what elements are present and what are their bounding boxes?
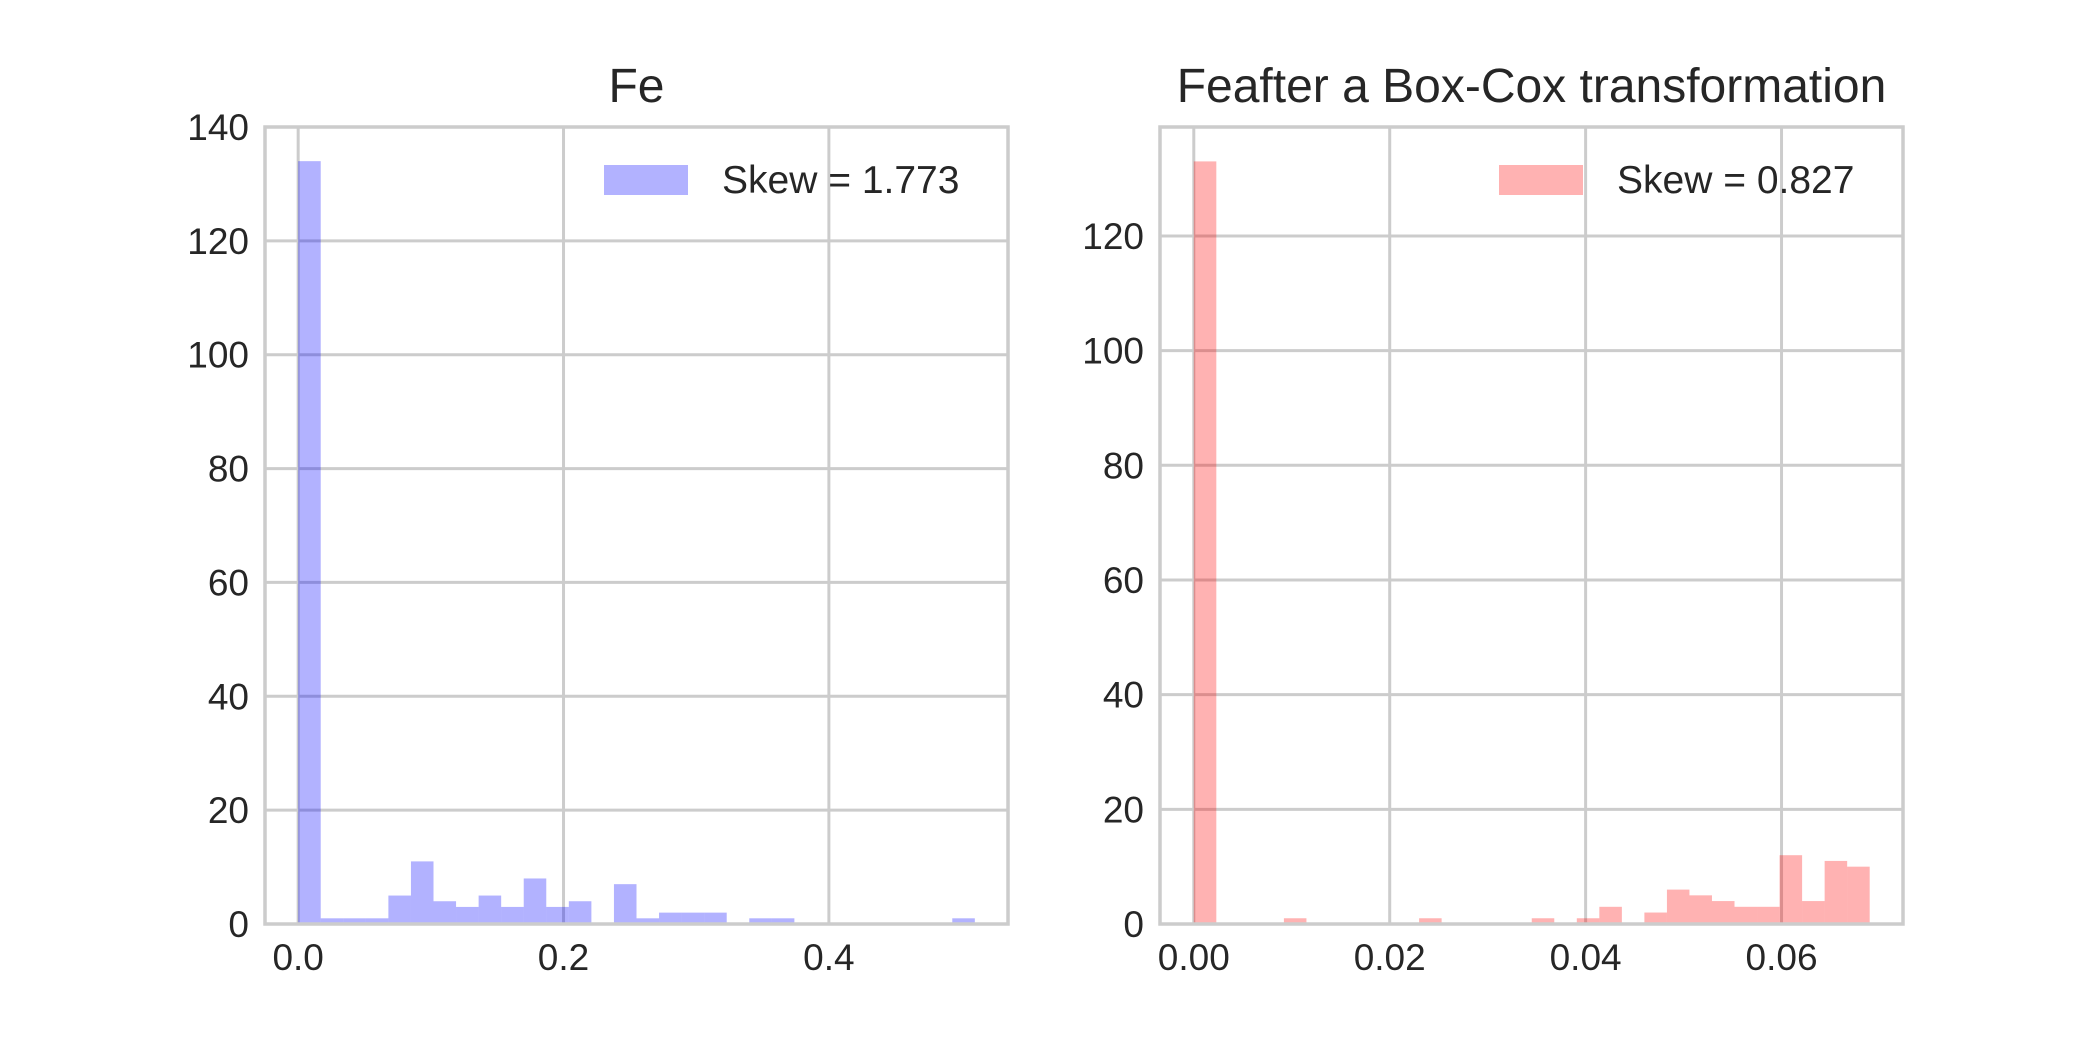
plot-area [265, 127, 1008, 924]
histogram-bar [1734, 906, 1758, 924]
chart-panel-1: 0.0 0.2 0.4 0 20 40 60 80 100 120 140 Fe Skew = 1.77… [187, 60, 1010, 978]
chart-title: Feafter a Box-Cox transformation [1177, 60, 1887, 113]
histogram-bar [1576, 918, 1600, 924]
histogram-bar [1193, 161, 1217, 924]
x-tick-label: 0.04 [1550, 937, 1622, 978]
y-tick-label: 40 [1103, 675, 1144, 716]
histogram-bar [749, 918, 772, 924]
y-tick-label: 120 [187, 221, 249, 262]
histogram-bar [704, 912, 727, 924]
plot-area [1160, 127, 1903, 924]
legend-swatch [604, 165, 688, 195]
y-tick-label: 0 [228, 904, 249, 945]
x-tick-label: 0.02 [1354, 937, 1426, 978]
histogram-bar [1689, 895, 1712, 924]
histogram-bar [1666, 889, 1690, 924]
histogram-bar [952, 918, 975, 924]
histogram-bar [343, 918, 366, 924]
y-tick-label: 80 [1103, 445, 1144, 486]
histogram-bar [681, 912, 705, 924]
histogram-bar [1779, 855, 1803, 924]
chart-panel-2: 0.00 0.02 0.04 0.06 0 20 40 60 80 100 120 Feafter a… [1082, 60, 1905, 978]
y-tick-label: 60 [208, 562, 249, 603]
histogram-bar [523, 878, 547, 924]
histogram-bar [410, 861, 434, 924]
histogram-bar [456, 906, 479, 924]
histogram-bar [1757, 906, 1780, 924]
y-tick-label: 0 [1123, 904, 1144, 945]
histogram-bar [298, 161, 321, 924]
histogram-bar [1847, 866, 1870, 924]
histogram-bar [659, 912, 682, 924]
plot-frame [1158, 125, 1905, 926]
legend-swatch [1499, 165, 1583, 195]
x-tick-label: 0.4 [803, 937, 854, 978]
histogram-bar [501, 906, 524, 924]
y-tick-label: 140 [187, 107, 249, 148]
legend-label: Skew = 0.827 [1617, 159, 1854, 202]
y-tick-label: 60 [1103, 560, 1144, 601]
histogram-bar [1802, 901, 1825, 924]
y-tick-label: 40 [208, 676, 249, 717]
plot-frame [263, 125, 1010, 926]
histogram-bar [365, 918, 389, 924]
y-tick-label: 100 [1082, 331, 1144, 372]
histogram-bar [1531, 918, 1555, 924]
histogram-bar [1599, 906, 1622, 924]
y-tick-label: 100 [187, 335, 249, 376]
histogram-bar [433, 901, 457, 924]
x-tick-label: 0.00 [1158, 937, 1230, 978]
chart-title: Fe [608, 60, 664, 113]
histogram-bar [568, 901, 592, 924]
histogram-bar [771, 918, 795, 924]
histogram-bar [1419, 918, 1442, 924]
histogram-bar [1824, 860, 1848, 924]
histogram-bar [1644, 912, 1667, 924]
histogram-bar [388, 895, 411, 924]
y-tick-label: 80 [208, 449, 249, 490]
histogram-bar [613, 884, 637, 924]
y-tick-label: 120 [1082, 216, 1144, 257]
histogram-bar [478, 895, 502, 924]
y-tick-label: 20 [208, 790, 249, 831]
histogram-bar [1711, 901, 1735, 924]
histogram-bar [1283, 918, 1307, 924]
histogram-bar [636, 918, 660, 924]
x-tick-label: 0.0 [272, 937, 323, 978]
histogram-bar [320, 918, 344, 924]
x-tick-label: 0.2 [538, 937, 589, 978]
x-tick-label: 0.06 [1746, 937, 1818, 978]
legend-label: Skew = 1.773 [722, 159, 959, 202]
histogram-bar [546, 906, 569, 924]
y-tick-label: 20 [1103, 789, 1144, 830]
